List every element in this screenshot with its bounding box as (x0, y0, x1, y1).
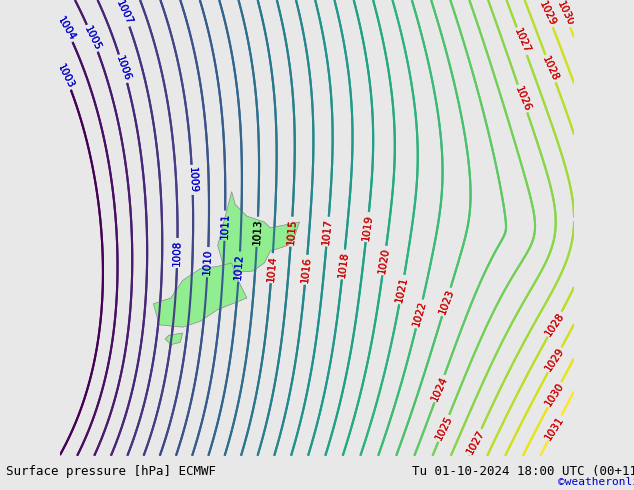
Text: 1011: 1011 (219, 212, 230, 239)
Text: Tu 01-10-2024 18:00 UTC (00+114): Tu 01-10-2024 18:00 UTC (00+114) (412, 465, 634, 478)
Text: 1019: 1019 (361, 213, 374, 241)
Text: 1005: 1005 (82, 24, 103, 52)
Text: 1008: 1008 (172, 240, 183, 266)
Text: 1013: 1013 (252, 218, 263, 245)
Text: 1029: 1029 (538, 0, 558, 28)
Text: 1020: 1020 (377, 247, 391, 274)
Text: 1017: 1017 (321, 218, 334, 245)
Text: 1026: 1026 (513, 84, 532, 113)
Text: 1021: 1021 (394, 276, 410, 303)
Text: 1022: 1022 (411, 300, 428, 328)
Text: 1004: 1004 (55, 15, 77, 43)
Text: 1031: 1031 (543, 414, 566, 442)
Text: 1007: 1007 (114, 0, 134, 27)
Text: 1019: 1019 (361, 213, 374, 241)
Text: 1029: 1029 (538, 0, 558, 28)
Text: 1021: 1021 (394, 276, 410, 303)
Text: 1027: 1027 (512, 27, 532, 55)
Text: 1015: 1015 (285, 218, 297, 245)
Text: 1023: 1023 (437, 288, 456, 316)
Text: 1018: 1018 (337, 251, 350, 278)
Text: 1005: 1005 (82, 24, 103, 52)
Text: 1016: 1016 (300, 256, 313, 283)
Text: 1027: 1027 (512, 27, 532, 55)
Text: 1003: 1003 (55, 62, 76, 90)
Polygon shape (153, 263, 247, 327)
Text: 1018: 1018 (337, 251, 350, 278)
Text: 1022: 1022 (411, 300, 428, 328)
Text: 1012: 1012 (233, 253, 245, 280)
Text: 1027: 1027 (465, 428, 486, 456)
Text: 1024: 1024 (429, 374, 450, 403)
Text: 1006: 1006 (114, 54, 133, 83)
Text: 1011: 1011 (219, 212, 230, 239)
Text: 1028: 1028 (543, 311, 566, 338)
Text: Surface pressure [hPa] ECMWF: Surface pressure [hPa] ECMWF (6, 465, 216, 478)
Text: 1028: 1028 (541, 54, 560, 83)
Text: 1025: 1025 (434, 414, 454, 442)
Text: 1028: 1028 (541, 54, 560, 83)
Text: 1030: 1030 (555, 0, 575, 28)
Text: 1009: 1009 (186, 167, 198, 193)
Text: 1020: 1020 (377, 247, 391, 274)
Text: 1007: 1007 (114, 0, 134, 27)
Text: 1015: 1015 (285, 218, 297, 245)
Text: 1030: 1030 (543, 381, 566, 409)
Text: 1029: 1029 (543, 346, 566, 373)
Text: 1012: 1012 (233, 253, 245, 280)
Polygon shape (217, 192, 299, 272)
Text: 1006: 1006 (114, 54, 133, 83)
Text: 1010: 1010 (202, 249, 214, 275)
Text: ©weatheronline.co.uk: ©weatheronline.co.uk (558, 477, 634, 487)
Text: 1010: 1010 (202, 249, 214, 275)
Text: 1024: 1024 (429, 374, 450, 403)
Text: 1030: 1030 (543, 381, 566, 409)
Text: 1009: 1009 (186, 167, 198, 193)
Text: 1008: 1008 (172, 240, 183, 266)
Text: 1004: 1004 (55, 15, 77, 43)
Text: 1028: 1028 (543, 311, 566, 338)
Text: 1026: 1026 (513, 84, 532, 113)
Text: 1023: 1023 (437, 288, 456, 316)
Polygon shape (165, 333, 183, 344)
Text: 1013: 1013 (252, 218, 263, 245)
Text: 1031: 1031 (543, 414, 566, 442)
Text: 1014: 1014 (266, 255, 278, 282)
Text: 1025: 1025 (434, 414, 454, 442)
Text: 1030: 1030 (555, 0, 575, 28)
Text: 1014: 1014 (266, 255, 278, 282)
Text: 1027: 1027 (465, 428, 486, 456)
Text: 1003: 1003 (55, 62, 76, 90)
Text: 1017: 1017 (321, 218, 334, 245)
Text: 1016: 1016 (300, 256, 313, 283)
Text: 1029: 1029 (543, 346, 566, 373)
